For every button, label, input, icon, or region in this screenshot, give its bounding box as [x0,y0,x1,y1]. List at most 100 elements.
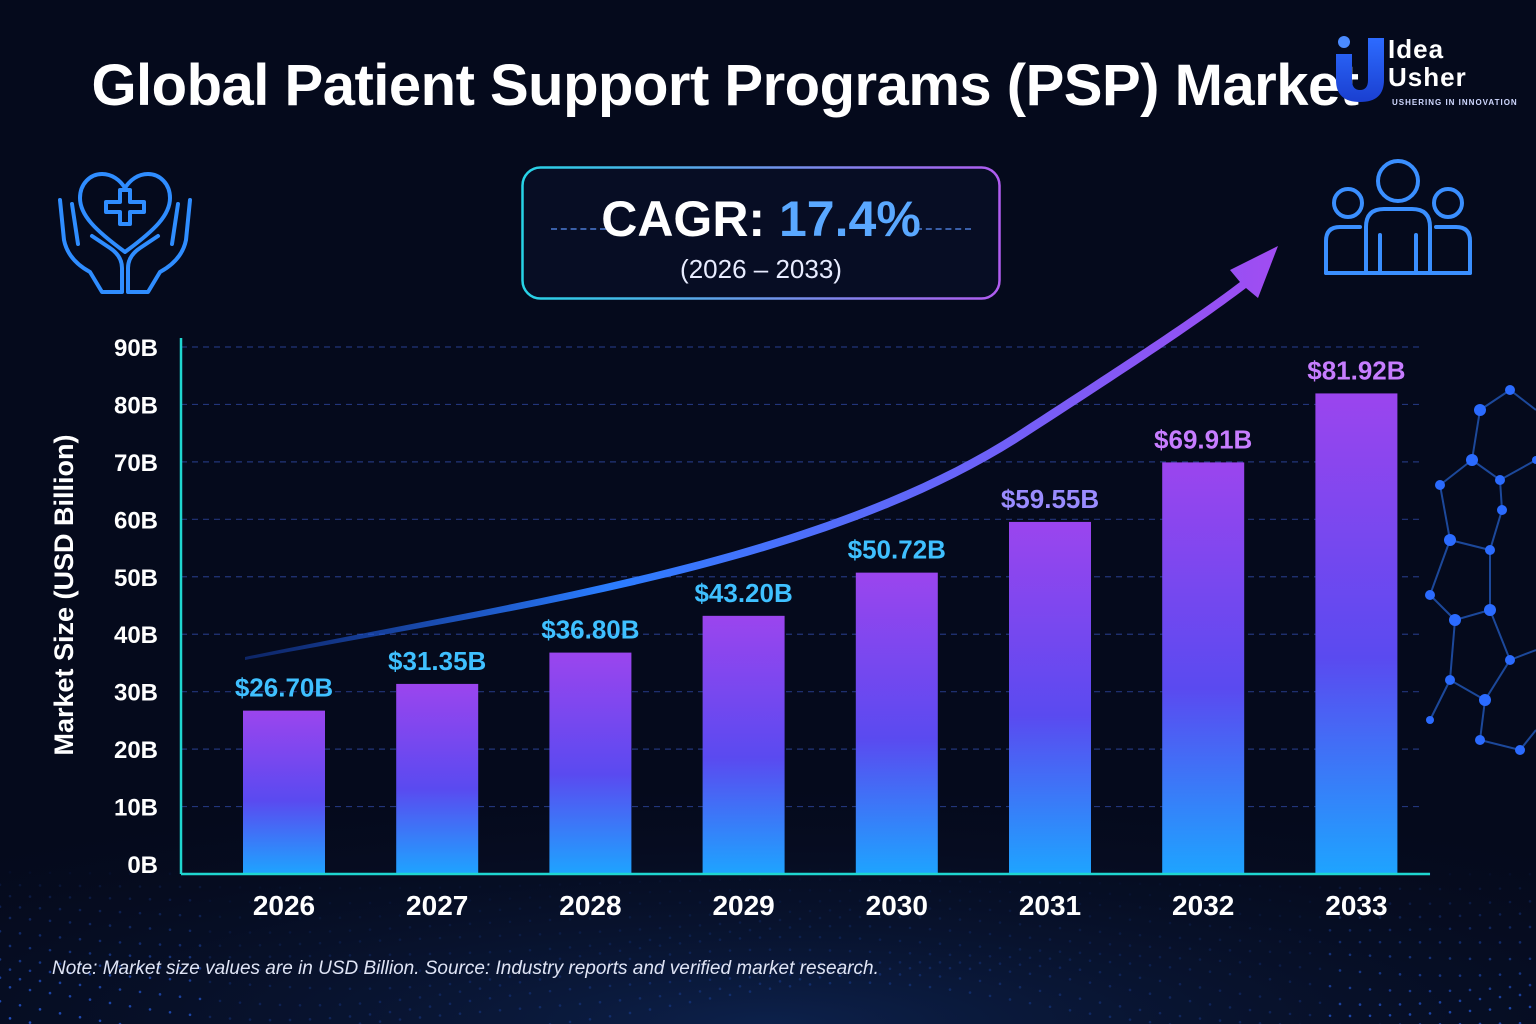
decor-dot [1138,933,1142,937]
decor-dot [738,937,742,940]
decor-dot [988,908,992,912]
decor-dot [1078,928,1082,932]
decor-dot [168,898,172,902]
decor-dot [408,985,412,989]
decor-dot [48,991,52,995]
decor-dot [1368,1014,1372,1018]
decor-dot [428,952,432,956]
decor-dot [1238,884,1242,887]
decor-dot [748,948,752,952]
decor-dot [318,1003,322,1007]
decor-dot [668,914,672,918]
decor-dot [308,930,312,934]
decor-dot [1328,1014,1332,1018]
x-tick-label: 2030 [866,890,928,921]
molecule-network-icon [1425,385,1536,755]
decor-dot [608,1014,612,1018]
decor-dot [1058,950,1062,954]
decor-dot [1128,1018,1132,1021]
decor-dot [1278,940,1282,943]
decor-dot [1008,934,1012,938]
decor-dot [628,1011,632,1015]
decor-dot [278,968,282,972]
decor-dot [858,973,862,977]
decor-dot [408,926,412,929]
decor-dot [698,940,702,943]
decor-dot [1178,956,1182,960]
decor-dot [478,885,482,889]
decor-dot [268,931,272,934]
decor-dot [238,1001,242,1004]
decor-dot [678,901,682,905]
decor-dot [558,975,562,978]
decor-dot [108,953,112,956]
decor-dot [1338,940,1342,944]
value-label: $26.70B [235,673,333,703]
y-tick-label: 10B [114,795,158,822]
decor-dot [1468,1009,1472,1013]
decor-dot [388,901,392,905]
decor-dot [388,986,392,990]
value-label: $81.92B [1307,355,1405,385]
people-group-icon [1324,159,1472,275]
decor-dot [1168,996,1172,999]
decor-dot [1208,896,1212,899]
decor-dot [448,923,452,927]
decor-dot [348,901,352,905]
decor-dot [188,899,192,902]
decor-dot [728,889,732,892]
decor-dot [1268,950,1272,954]
y-tick-label: 70B [114,450,158,477]
decor-dot [578,1002,582,1006]
decor-dot [1348,953,1352,957]
decor-dot [768,888,772,892]
decor-dot [828,970,832,974]
decor-dot [358,1002,362,1005]
decor-dot [1038,989,1042,993]
cagr-value: 17.4% [779,191,921,247]
decor-dot [38,961,42,964]
decor-dot [818,975,822,979]
decor-dot [718,938,722,942]
decor-dot [438,912,442,915]
decor-dot [208,899,212,903]
decor-dot [318,886,322,890]
decor-dot [498,964,502,967]
decor-dot [58,1012,62,1015]
decor-dot [1278,914,1282,918]
decor-dot [358,970,362,973]
decor-dot [1188,895,1192,898]
decor-dot [1528,983,1532,987]
decor-dot [498,984,502,987]
decor-dot [1088,891,1092,895]
decor-dot [1018,948,1022,951]
cagr-range: (2026 – 2033) [680,254,842,284]
decor-dot [958,880,962,883]
decor-dot [758,900,762,904]
decor-dot [668,953,672,956]
decor-dot [1058,993,1062,997]
decor-dot [1398,916,1402,919]
decor-dot [688,934,692,938]
decor-dot [218,915,222,919]
value-label: $36.80B [541,615,639,645]
decor-dot [1258,995,1262,998]
decor-dot [178,995,182,998]
decor-dot [368,928,372,931]
decor-dot [1168,894,1172,898]
decor-dot [818,935,822,939]
decor-dot [68,921,72,924]
decor-dot [308,986,312,990]
decor-dot [868,981,872,985]
page-title: Global Patient Support Programs (PSP) Ma… [91,53,1359,118]
decor-dot [648,1008,652,1011]
decor-dot [1328,952,1332,956]
decor-dot [1058,901,1062,905]
decor-dot [1158,1011,1162,1015]
decor-dot [1058,881,1062,885]
decor-dot [1418,1002,1422,1005]
y-tick-label: 30B [114,680,158,707]
cagr-headline: CAGR: 17.4% [521,190,1001,248]
decor-dot [768,911,772,914]
decor-dot [438,993,442,996]
